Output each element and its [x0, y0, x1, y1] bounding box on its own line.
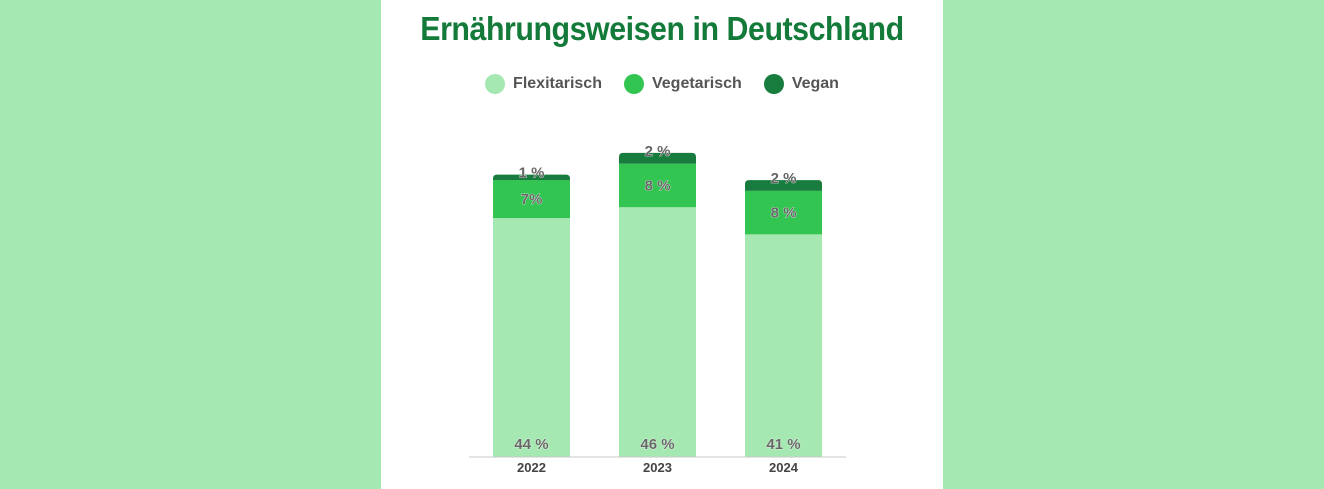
legend-swatch-vegan — [763, 74, 784, 94]
legend-label-vegetarisch: Vegetarisch — [651, 75, 742, 92]
value-label-vegetarisch-2022: 7% — [521, 191, 543, 208]
value-label-flexitarisch-2023: 46 % — [640, 436, 674, 453]
chart-panel: Ernährungsweisen in Deutschland Flexitar… — [381, 0, 943, 489]
bar-segment-vegan-2023 — [619, 152, 696, 164]
legend-swatch-flexitarisch — [485, 74, 506, 94]
value-label-vegan-2022: 1 % — [519, 165, 545, 182]
chart-legend: Flexitarisch Vegetarisch Vegan — [381, 74, 943, 94]
bar-segment-vegan-2024 — [745, 180, 822, 191]
bar-segment-vegetarisch-2024 — [745, 190, 822, 235]
x-tick-label-2023: 2023 — [643, 460, 672, 475]
chart-title: Ernährungsweisen in Deutschland — [420, 10, 904, 47]
legend-item-vegan: Vegan — [763, 74, 839, 94]
value-label-flexitarisch-2024: 41 % — [766, 436, 800, 453]
stacked-bar-chart: 44 % 7% 1 % 2022 46 % 8 % 2 % 2023 41 % 8 % 2 % 202… — [469, 143, 846, 475]
bar-segment-flexitarisch-2022 — [493, 218, 570, 457]
bar-segment-vegetarisch-2023 — [619, 163, 696, 208]
value-label-vegan-2024: 2 % — [771, 170, 797, 187]
bar-segment-vegan-2022 — [493, 174, 570, 181]
legend-swatch-vegetarisch — [623, 74, 644, 94]
legend-item-vegetarisch: Vegetarisch — [623, 74, 742, 94]
legend-label-flexitarisch: Flexitarisch — [513, 75, 602, 92]
x-tick-label-2024: 2024 — [769, 460, 799, 475]
bar-segment-vegetarisch-2022 — [493, 180, 570, 219]
bar-segment-flexitarisch-2024 — [745, 234, 822, 457]
bar-segment-flexitarisch-2023 — [619, 207, 696, 457]
value-label-flexitarisch-2022: 44 % — [514, 436, 548, 453]
legend-label-vegan: Vegan — [791, 75, 839, 92]
value-label-vegan-2023: 2 % — [645, 143, 671, 160]
x-tick-label-2022: 2022 — [517, 460, 546, 475]
legend-item-flexitarisch: Flexitarisch — [485, 74, 602, 94]
value-label-vegetarisch-2023: 8 % — [645, 178, 671, 195]
value-label-vegetarisch-2024: 8 % — [771, 205, 797, 222]
